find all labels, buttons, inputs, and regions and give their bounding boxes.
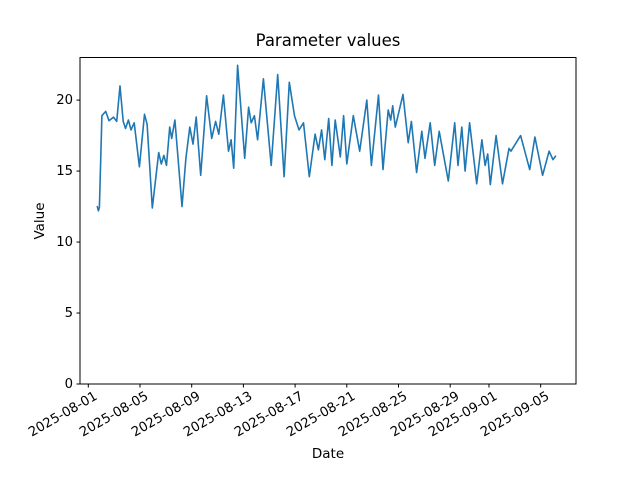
x-axis-label: Date [311,446,345,462]
data-line [96,64,557,212]
y-tick-label: 10 [56,234,73,250]
axes-spines [79,57,577,385]
y-tick-label: 15 [56,163,73,179]
y-tick-label: 20 [56,92,73,108]
chart-title: Parameter values [255,31,401,50]
y-tick-label: 5 [64,305,73,321]
y-axis-label: Value [32,202,48,240]
y-tick-label: 0 [64,376,73,392]
